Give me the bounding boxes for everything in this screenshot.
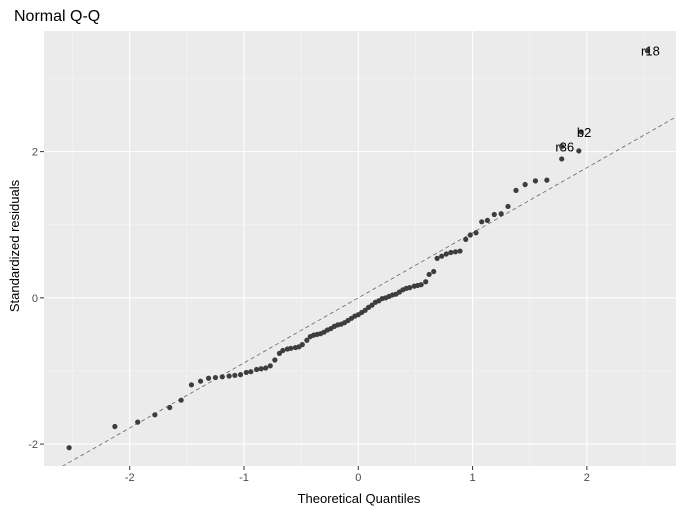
data-point (463, 236, 469, 242)
data-point (243, 369, 249, 376)
data-point (304, 337, 310, 343)
data-point (212, 374, 219, 381)
x-axis-title: Theoretical Quantiles (298, 491, 421, 506)
point-label: r18 (641, 44, 660, 59)
data-point (479, 219, 485, 225)
data-point (276, 350, 283, 357)
data-point (473, 230, 479, 236)
x-tick-label: 1 (470, 472, 476, 484)
data-point (448, 249, 454, 256)
data-point (135, 419, 141, 425)
data-point (267, 363, 273, 369)
data-point (253, 366, 260, 373)
data-point (272, 357, 278, 363)
data-point (491, 211, 497, 218)
chart-title: Normal Q-Q (14, 8, 100, 25)
data-point (362, 307, 368, 313)
x-tick-label: -1 (239, 472, 249, 484)
x-tick-label: 0 (355, 472, 361, 484)
data-point (299, 342, 305, 348)
data-point (263, 365, 269, 371)
data-point (513, 187, 519, 193)
data-point (426, 271, 432, 278)
data-point (431, 268, 437, 275)
data-point (167, 404, 173, 411)
point-label: b2 (577, 125, 591, 140)
x-tick-label: -2 (125, 472, 135, 484)
data-point (457, 248, 463, 254)
y-tick-label: -2 (28, 439, 38, 451)
data-point (280, 347, 286, 354)
data-point (423, 279, 429, 285)
point-label: r36 (555, 140, 574, 155)
data-point (248, 369, 254, 375)
data-point (232, 372, 238, 378)
data-point (559, 156, 565, 162)
data-point (288, 345, 294, 351)
data-point (188, 382, 195, 388)
data-point (505, 203, 511, 210)
data-point (237, 372, 244, 378)
data-point (544, 177, 550, 183)
data-point (484, 217, 491, 223)
data-point (226, 373, 232, 379)
data-point (258, 366, 264, 372)
data-point (112, 423, 118, 430)
data-point (578, 129, 584, 135)
y-tick-label: 0 (32, 293, 38, 305)
data-point (644, 48, 651, 54)
data-point (559, 143, 565, 150)
data-point (197, 378, 204, 384)
data-point (522, 181, 528, 188)
panel-background (44, 31, 676, 466)
data-point (418, 282, 424, 288)
data-point (407, 285, 413, 291)
data-point (467, 232, 473, 238)
y-axis-title: Standardized residuals (7, 179, 22, 312)
data-point (532, 178, 539, 184)
data-point (434, 255, 440, 261)
data-point (443, 251, 449, 257)
data-point (576, 148, 582, 154)
data-point (439, 253, 445, 259)
data-point (498, 211, 504, 217)
x-tick-label: 2 (584, 472, 590, 484)
data-point (66, 445, 72, 451)
data-point (452, 249, 459, 255)
data-point (369, 302, 375, 308)
y-tick-label: 2 (32, 147, 38, 159)
data-point (205, 375, 212, 381)
data-point (178, 397, 184, 403)
data-point (219, 374, 225, 380)
qq-reference-line (62, 116, 676, 466)
data-point (152, 412, 158, 418)
